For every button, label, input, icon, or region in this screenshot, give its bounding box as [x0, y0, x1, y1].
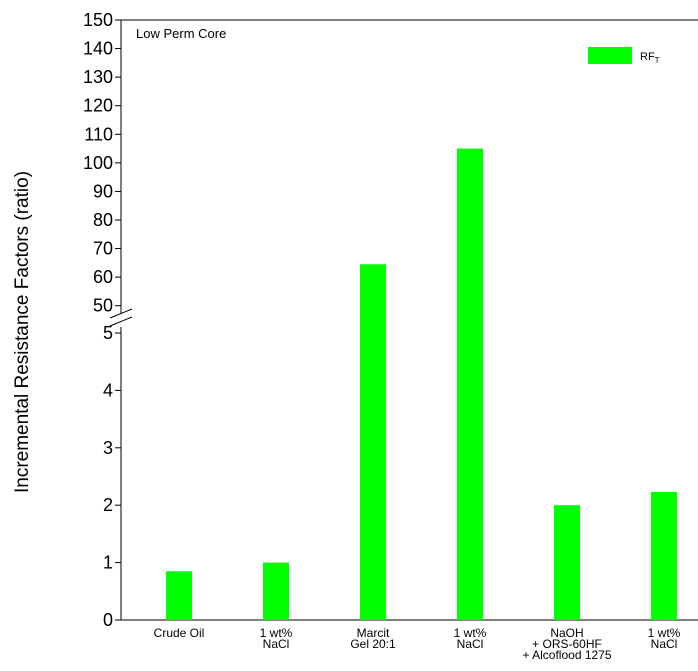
bar: [263, 562, 289, 620]
y-tick-label: 100: [83, 153, 113, 173]
x-category-label: Crude Oil: [154, 626, 205, 640]
y-tick-label: 80: [93, 210, 113, 230]
x-category-label: 1 wt% NaCl: [454, 626, 487, 651]
legend: RFT: [588, 47, 660, 65]
y-tick-label: 110: [84, 124, 113, 144]
x-category-label: 1 wt% NaCl: [260, 626, 293, 651]
y-tick-label: 150: [83, 10, 113, 30]
y-tick-label: 140: [83, 39, 113, 59]
y-tick-label: 130: [83, 67, 113, 87]
axis-break-mark: [109, 316, 133, 327]
y-tick-label: 60: [93, 267, 113, 287]
y-tick-label: 70: [93, 239, 113, 259]
y-tick-label: 50: [93, 296, 113, 316]
y-tick-label: 0: [103, 610, 113, 630]
x-category-label: NaOH + ORS-60HF + Alcoflood 1275: [522, 626, 611, 662]
legend-label: RFT: [640, 51, 660, 65]
y-tick-label: 1: [103, 553, 113, 573]
legend-swatch: [588, 47, 632, 64]
x-category-label: 1 wt% NaCl: [648, 626, 681, 651]
bar: [360, 264, 386, 620]
y-tick-label: 120: [83, 96, 113, 116]
axis-break-mark: [109, 308, 133, 319]
y-tick-label: 5: [103, 323, 113, 343]
bar: [554, 505, 580, 620]
y-tick-label: 4: [103, 380, 113, 400]
y-tick-label: 2: [103, 495, 113, 515]
x-category-label: Marcit Gel 20:1: [350, 626, 396, 651]
y-tick-label: 3: [103, 438, 113, 458]
panel-label: Low Perm Core: [136, 26, 226, 41]
y-axis-label: Incremental Resistance Factors (ratio): [12, 171, 33, 493]
bar: [651, 491, 677, 620]
bar: [457, 148, 483, 621]
legend-series-subscript: T: [655, 56, 660, 65]
legend-series-name: RF: [640, 51, 655, 63]
bar: [166, 571, 192, 620]
y-tick-label: 90: [93, 181, 113, 201]
